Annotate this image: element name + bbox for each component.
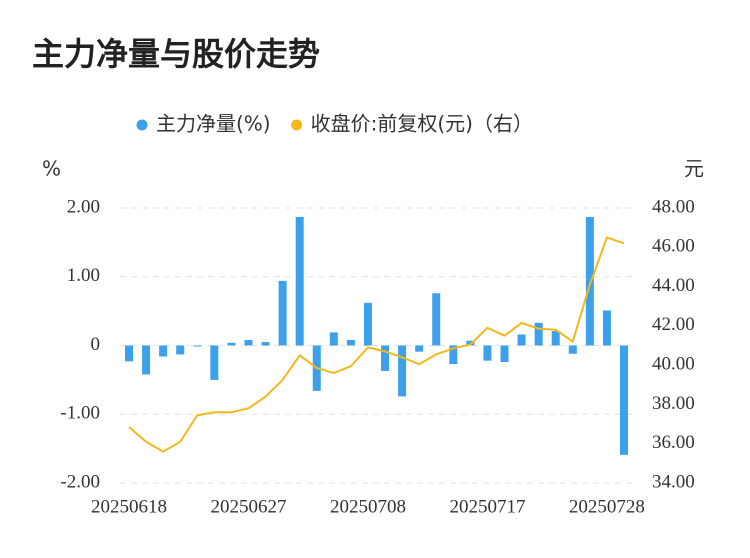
- y-tick-label: -2.00: [60, 471, 100, 492]
- bar: [210, 345, 219, 380]
- bar: [261, 342, 270, 346]
- x-tick-label: 20250717: [449, 496, 525, 517]
- x-tick-label: 20250627: [210, 496, 286, 517]
- bar: [517, 334, 526, 346]
- bar: [244, 340, 253, 346]
- legend-label: 主力净量(%): [156, 112, 271, 136]
- bar: [551, 331, 560, 346]
- y2-tick-label: 36.00: [652, 432, 695, 453]
- line: [128, 236, 625, 453]
- y-tick-label: 2.00: [67, 196, 100, 217]
- legend-marker: [291, 119, 303, 131]
- x-tick-label: 20250728: [569, 496, 645, 517]
- bar: [620, 345, 628, 455]
- bar: [398, 345, 407, 397]
- bar: [500, 345, 509, 362]
- bar: [449, 345, 458, 365]
- bar: [432, 293, 441, 346]
- bar: [176, 345, 185, 355]
- bar: [142, 345, 151, 375]
- bar: [568, 345, 577, 354]
- bar: [466, 340, 475, 346]
- bar: [125, 345, 133, 362]
- y2-tick-label: 48.00: [652, 196, 695, 217]
- y2-axis-label: 元: [684, 157, 704, 181]
- bar: [193, 345, 202, 347]
- bar: [295, 216, 304, 346]
- bar: [415, 345, 424, 352]
- legend-marker: [136, 119, 148, 131]
- bar: [227, 342, 236, 346]
- bar: [534, 322, 543, 346]
- y-tick-label: -1.00: [60, 403, 100, 424]
- chart-title: 主力净量与股价走势: [32, 35, 320, 73]
- bar: [602, 310, 611, 346]
- y-tick-label: 0: [91, 334, 101, 355]
- legend-label: 收盘价:前复权(元)（右）: [311, 112, 533, 136]
- x-tick-label: 20250708: [330, 496, 406, 517]
- bar: [329, 332, 338, 346]
- y2-tick-label: 38.00: [652, 393, 695, 414]
- y2-tick-label: 42.00: [652, 314, 695, 335]
- bar: [381, 345, 390, 371]
- bar: [278, 280, 287, 346]
- bar: [363, 302, 372, 346]
- bar: [483, 345, 492, 361]
- x-tick-label: 20250618: [91, 496, 167, 517]
- y2-tick-label: 34.00: [652, 471, 695, 492]
- y2-tick-label: 44.00: [652, 275, 695, 296]
- y2-tick-label: 46.00: [652, 236, 695, 257]
- y2-tick-label: 40.00: [652, 354, 695, 375]
- bar: [159, 345, 168, 357]
- y-axis-label: %: [42, 157, 61, 181]
- bar: [585, 216, 594, 346]
- bar: [346, 340, 355, 346]
- y-tick-label: 1.00: [67, 265, 100, 286]
